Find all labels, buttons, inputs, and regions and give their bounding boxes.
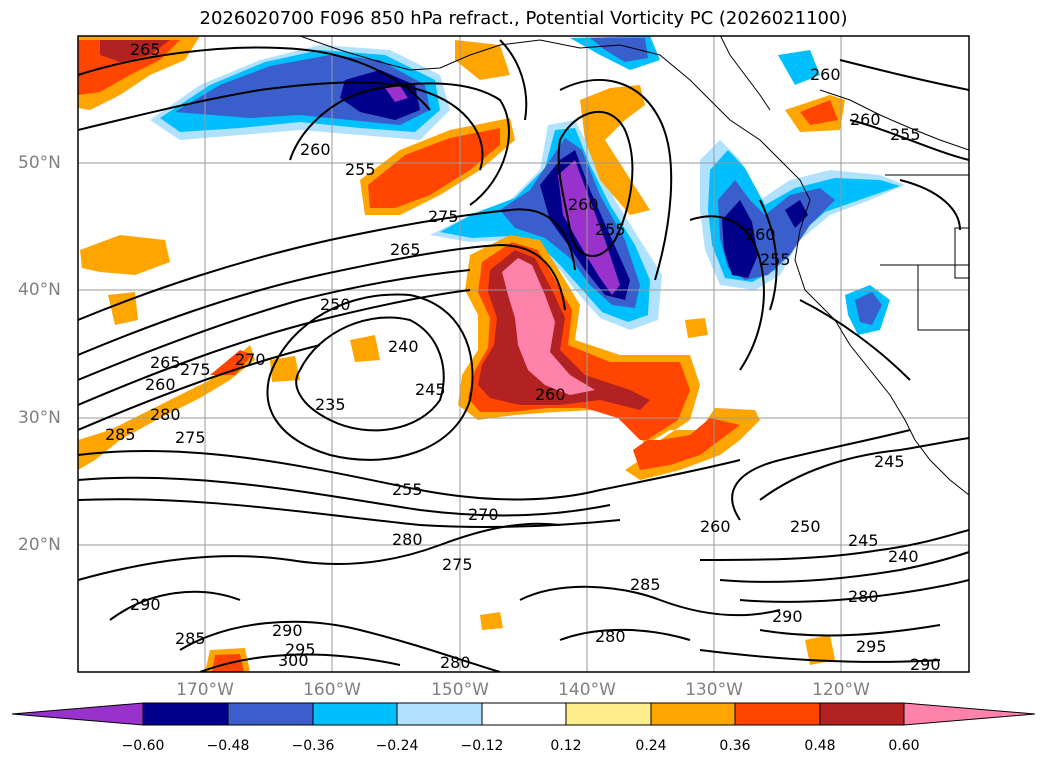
contour-lines: [78, 39, 969, 672]
gridlines: [78, 36, 969, 672]
contour-label: 270: [235, 350, 266, 369]
contour-label: 280: [440, 653, 471, 672]
contour-label: 260: [568, 195, 599, 214]
contour-label: 290: [772, 607, 803, 626]
contour-label: 240: [388, 337, 419, 356]
lon-label: 120°W: [812, 680, 870, 700]
colorbar-segment: [11, 702, 144, 726]
contour-label: 280: [150, 405, 181, 424]
map-frame: [77, 35, 970, 673]
lon-label: 140°W: [558, 680, 616, 700]
colorbar-tick-label: 0.48: [804, 738, 836, 754]
contour-label: 235: [315, 395, 346, 414]
colorbar-tick-label: 0.24: [635, 738, 667, 754]
contour-label: 285: [630, 575, 661, 594]
contour-label: 260: [850, 110, 881, 129]
contour-label: 240: [888, 547, 919, 566]
contour-labels: 265 260 260 255 255 260 255 260 275 265 …: [105, 40, 941, 674]
colorbar-segment: [903, 702, 1036, 726]
contour-label: 290: [910, 655, 941, 674]
contour-label: 300: [278, 651, 309, 670]
colorbar-tick-label: −0.12: [460, 738, 504, 754]
contour-label: 265: [150, 353, 181, 372]
contour-label: 280: [392, 530, 423, 549]
lon-label: 160°W: [303, 680, 361, 700]
colorbar-segment: [734, 702, 821, 726]
map-title: 2026020700 F096 850 hPa refract., Potent…: [199, 8, 848, 29]
contour-label: 245: [848, 531, 879, 550]
contour-label: 255: [345, 160, 376, 179]
contour-label: 295: [285, 640, 316, 659]
contour-label: 290: [272, 621, 303, 640]
colorbar-tick-label: 0.12: [550, 738, 582, 754]
contour-label: 285: [175, 629, 206, 648]
lon-label: 150°W: [431, 680, 489, 700]
contour-label: 250: [320, 295, 351, 314]
contour-label: 265: [130, 40, 161, 59]
colorbar-tick-label: 0.60: [888, 738, 920, 754]
contour-label: 255: [595, 220, 626, 239]
contour-label: 280: [848, 587, 879, 606]
contour-label: 295: [856, 637, 887, 656]
colorbar-tick-label: −0.36: [291, 738, 335, 754]
contour-label: 290: [130, 595, 161, 614]
contour-label: 255: [760, 250, 791, 269]
contour-label: 285: [105, 425, 136, 444]
contour-label: 260: [745, 225, 776, 244]
contour-label: 255: [890, 125, 921, 144]
colorbar-tick-label: 0.36: [719, 738, 751, 754]
contour-label: 260: [300, 140, 331, 159]
colorbar-segment: [142, 702, 229, 726]
colorbar-segment: [819, 702, 905, 726]
colorbar-tick-label: −0.60: [121, 738, 165, 754]
colorbar: [11, 702, 1036, 726]
contour-label: 275: [175, 428, 206, 447]
contour-label: 280: [595, 627, 626, 646]
contour-label: 275: [180, 360, 211, 379]
contour-label: 275: [428, 207, 459, 226]
lat-label: 40°N: [18, 280, 61, 300]
lat-label: 20°N: [18, 535, 61, 555]
contour-label: 260: [535, 385, 566, 404]
colorbar-segment: [565, 702, 652, 726]
contour-label: 260: [145, 375, 176, 394]
contour-label: 245: [415, 380, 446, 399]
contour-label: 275: [442, 555, 473, 574]
contour-label: 265: [390, 240, 421, 259]
colorbar-segment: [650, 702, 736, 726]
contour-label: 245: [874, 452, 905, 471]
contour-label: 260: [700, 517, 731, 536]
coastline: [299, 36, 969, 496]
lon-label: 170°W: [176, 680, 234, 700]
lat-label: 50°N: [18, 153, 61, 173]
colorbar-segment: [312, 702, 398, 726]
colorbar-segment: [396, 702, 483, 726]
contour-label: 250: [790, 517, 821, 536]
colorbar-tick-label: −0.24: [375, 738, 419, 754]
lon-label: 130°W: [685, 680, 743, 700]
contour-label: 260: [810, 65, 841, 84]
contour-label: 255: [392, 480, 423, 499]
contour-label: 270: [468, 505, 499, 524]
colorbar-segment: [481, 702, 567, 726]
colorbar-tick-label: −0.48: [206, 738, 250, 754]
lat-label: 30°N: [18, 408, 61, 428]
colorbar-segment: [227, 702, 314, 726]
